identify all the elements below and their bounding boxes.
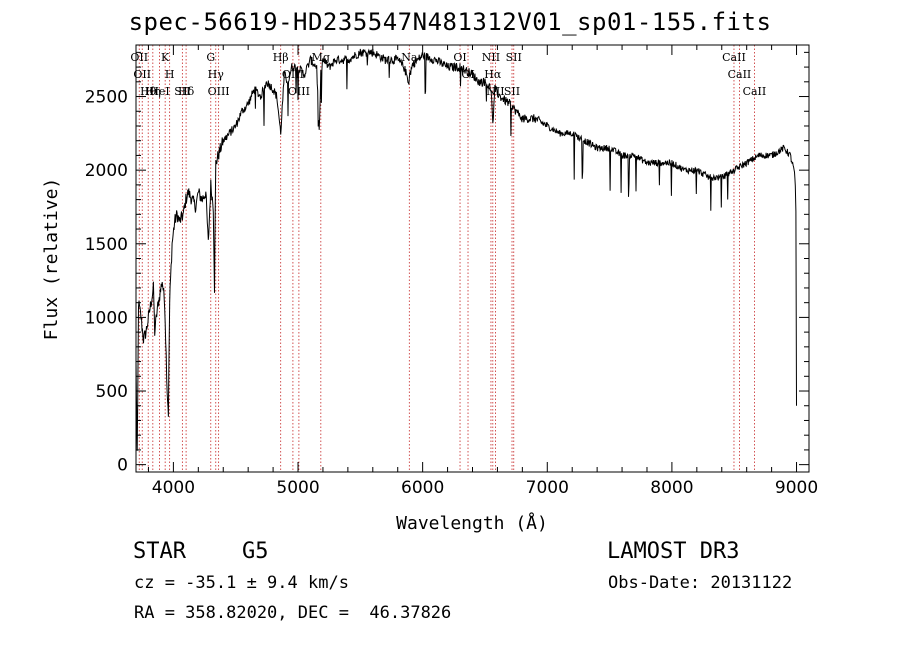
x-tick-label: 9000	[775, 478, 818, 498]
y-tick-label: 0	[117, 456, 128, 476]
line-marker-label: OII	[130, 51, 148, 64]
survey-name: LAMOST DR3	[607, 539, 740, 564]
line-marker-label: Mg	[312, 51, 330, 64]
x-tick-label: 7000	[526, 478, 569, 498]
line-marker-label: OI	[461, 68, 474, 81]
line-marker-label: CaII	[743, 85, 767, 98]
line-marker-layer	[138, 45, 755, 472]
series-layer	[135, 48, 797, 451]
line-marker-label: SII	[174, 85, 190, 98]
x-tick-label: 4000	[152, 478, 195, 498]
line-marker-label: CaII	[728, 68, 752, 81]
line-marker-label: Na	[401, 51, 418, 64]
y-tick-label: 1000	[85, 308, 128, 328]
observation-date: Obs-Date: 20131122	[608, 573, 793, 593]
line-marker-label: Hα	[484, 68, 502, 81]
x-tick-label: 6000	[401, 478, 444, 498]
line-marker-label: Hβ	[273, 51, 289, 64]
y-tick-label: 500	[96, 382, 128, 402]
line-marker-label: HeI	[149, 85, 169, 98]
y-tick-label: 1500	[85, 235, 128, 255]
line-marker-label: Hη	[145, 85, 161, 98]
line-marker-label: Hγ	[208, 68, 225, 81]
line-marker-label: Hθ	[140, 85, 157, 98]
axes-layer: 4000 5000 6000 7000 8000 9000 0 500 1000 1500 2000…	[85, 45, 818, 498]
line-marker-label: G	[206, 51, 215, 64]
object-subclass: G5	[242, 539, 269, 564]
line-marker-label: H	[165, 68, 175, 81]
line-marker-label: CaII	[722, 51, 746, 64]
line-marker-label: OIII	[288, 85, 310, 98]
plot-frame	[135, 44, 810, 473]
line-marker-label: OI	[453, 51, 466, 64]
y-tick-label: 2000	[85, 161, 128, 181]
ra-dec-coordinates: RA = 358.82020, DEC = 46.37826	[134, 603, 452, 623]
line-marker-label: NII	[486, 85, 504, 98]
spectrum-series-line	[135, 48, 797, 451]
line-marker-label: OIII	[282, 68, 304, 81]
line-marker-label: SII	[506, 51, 522, 64]
x-axis-label: Wavelength (Å)	[396, 512, 548, 534]
line-marker-label: OIII	[208, 85, 230, 98]
line-marker-label: K	[161, 51, 170, 64]
line-marker-label: OII	[133, 68, 151, 81]
redshift-velocity: cz = -35.1 ± 9.4 km/s	[134, 573, 349, 593]
y-axis-label: Flux (relative)	[41, 178, 62, 341]
x-tick-label: 5000	[276, 478, 319, 498]
object-class: STAR	[133, 539, 186, 564]
line-marker-label: Hδ	[178, 85, 195, 98]
x-tick-label: 8000	[650, 478, 693, 498]
y-tick-label: 2500	[85, 88, 128, 108]
chart-title: spec-56619-HD235547N481312V01_sp01-155.f…	[128, 8, 772, 36]
line-marker-label: SII	[504, 85, 520, 98]
line-marker-label: NII	[482, 51, 500, 64]
